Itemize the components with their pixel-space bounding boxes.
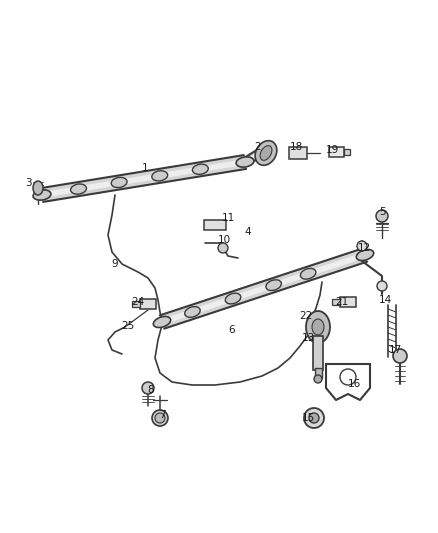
FancyBboxPatch shape [314,368,321,378]
FancyBboxPatch shape [340,297,356,307]
Text: 7: 7 [159,410,165,420]
Text: 1: 1 [141,163,148,173]
Text: 15: 15 [301,413,314,423]
Text: 21: 21 [336,297,349,307]
Text: 8: 8 [148,385,154,395]
Polygon shape [244,152,259,163]
Ellipse shape [152,171,168,181]
Ellipse shape [153,317,171,327]
Ellipse shape [357,241,367,251]
FancyBboxPatch shape [140,299,156,309]
Polygon shape [243,151,260,165]
Text: 10: 10 [217,235,230,245]
Text: 13: 13 [301,333,314,343]
Ellipse shape [260,146,272,160]
Text: 19: 19 [325,145,339,155]
Ellipse shape [309,413,319,423]
Text: 12: 12 [357,243,371,253]
FancyBboxPatch shape [313,336,323,370]
Ellipse shape [142,382,154,394]
Ellipse shape [266,280,281,290]
Ellipse shape [356,249,374,261]
Ellipse shape [300,269,316,279]
Text: 3: 3 [25,178,31,188]
FancyBboxPatch shape [332,299,340,305]
Ellipse shape [111,177,127,188]
Ellipse shape [312,319,324,335]
Ellipse shape [33,190,51,200]
Ellipse shape [314,375,322,383]
Ellipse shape [255,141,277,165]
FancyBboxPatch shape [328,147,343,157]
Text: 6: 6 [229,325,235,335]
Ellipse shape [393,349,407,363]
Text: 22: 22 [300,311,313,321]
FancyBboxPatch shape [289,147,307,159]
Ellipse shape [192,164,208,174]
Ellipse shape [185,306,200,317]
Ellipse shape [236,157,254,167]
Text: 16: 16 [347,379,360,389]
Ellipse shape [377,281,387,291]
Text: 11: 11 [221,213,235,223]
FancyBboxPatch shape [344,149,350,155]
Text: 24: 24 [131,297,145,307]
Ellipse shape [225,293,241,304]
Ellipse shape [33,181,43,195]
Text: 2: 2 [254,142,261,152]
Text: 5: 5 [379,207,385,217]
Ellipse shape [376,210,388,222]
Text: 25: 25 [121,321,134,331]
Polygon shape [161,252,366,325]
Polygon shape [42,159,245,198]
Text: 17: 17 [389,345,402,355]
Ellipse shape [218,243,228,253]
Text: 14: 14 [378,295,392,305]
Text: 4: 4 [245,227,251,237]
Ellipse shape [152,410,168,426]
FancyBboxPatch shape [204,220,226,230]
Text: 18: 18 [290,142,303,152]
Ellipse shape [306,311,330,343]
Polygon shape [41,155,246,202]
Ellipse shape [155,413,165,423]
Polygon shape [160,248,367,329]
FancyBboxPatch shape [132,301,140,307]
Ellipse shape [304,408,324,428]
Text: 9: 9 [112,259,118,269]
Ellipse shape [71,184,86,194]
